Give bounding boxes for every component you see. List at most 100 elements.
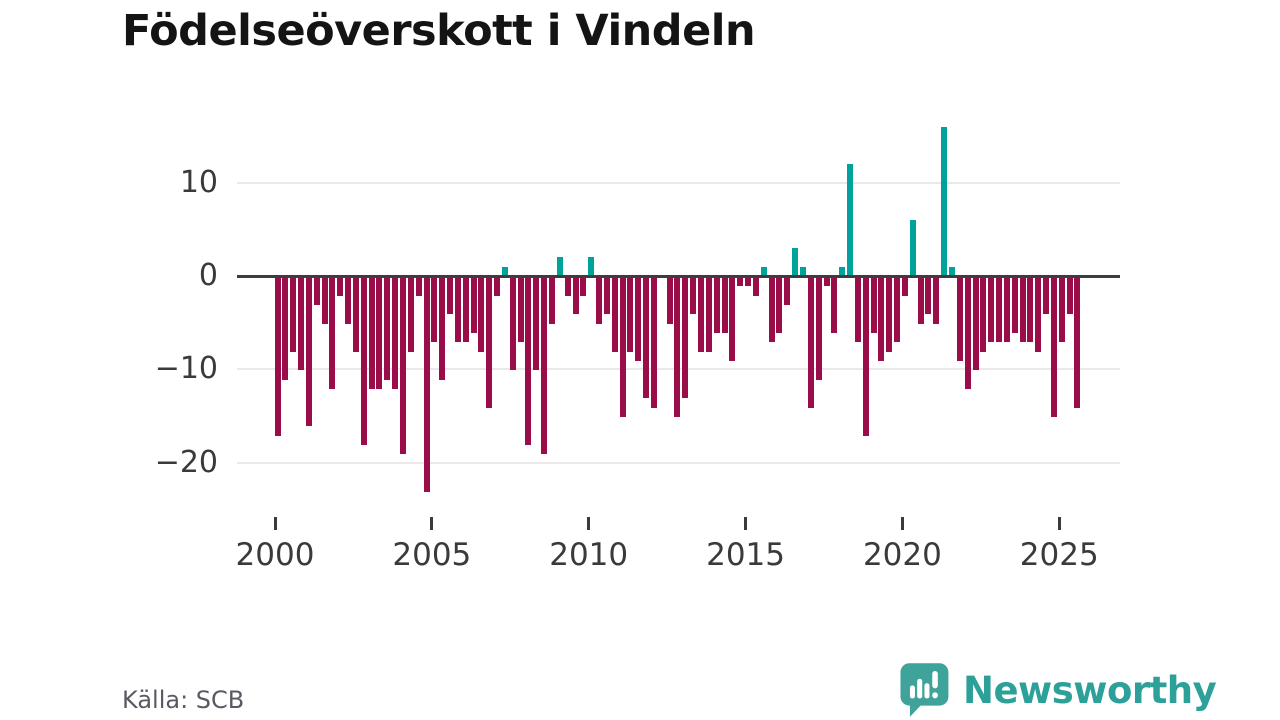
bar-2012Q4 [674, 277, 681, 418]
bar-2018Q2 [847, 163, 854, 276]
bar-2018Q4 [862, 277, 869, 436]
bar-2010Q2 [596, 277, 603, 324]
bar-2009Q1 [556, 257, 563, 276]
bar-2006Q3 [478, 277, 485, 352]
bar-2006Q1 [462, 277, 469, 343]
bar-2016Q1 [776, 277, 783, 334]
bar-2010Q3 [603, 277, 610, 315]
bar-2007Q4 [517, 277, 524, 343]
bar-2002Q1 [337, 277, 344, 296]
bar-2009Q3 [572, 277, 579, 315]
y-tick-label-0: 0 [198, 258, 218, 293]
bar-2004Q4 [423, 277, 430, 492]
bar-2003Q1 [368, 277, 375, 390]
bar-2011Q2 [627, 277, 634, 352]
x-tick-label-2025: 2025 [1019, 537, 1099, 573]
bar-2000Q4 [298, 277, 305, 371]
bar-2011Q4 [643, 277, 650, 399]
bar-2006Q2 [470, 277, 477, 334]
x-tick-2020 [900, 517, 904, 530]
bar-2004Q1 [399, 277, 406, 455]
bar-2015Q3 [760, 266, 767, 276]
bar-2019Q4 [894, 277, 901, 343]
bar-2013Q3 [698, 277, 705, 352]
bar-2019Q1 [870, 277, 877, 334]
bar-2022Q4 [988, 277, 995, 343]
bar-2019Q3 [886, 277, 893, 352]
x-tick-label-2005: 2005 [392, 537, 472, 573]
bar-2009Q4 [580, 277, 587, 296]
bar-2007Q1 [494, 277, 501, 296]
bar-2004Q3 [415, 277, 422, 296]
bar-2003Q2 [376, 277, 383, 390]
bar-2023Q4 [1019, 277, 1026, 343]
bar-2022Q3 [980, 277, 987, 352]
bar-2000Q3 [290, 277, 297, 352]
bar-2014Q3 [729, 277, 736, 362]
bar-2017Q1 [807, 277, 814, 408]
bar-2024Q2 [1035, 277, 1042, 352]
x-tick-label-2010: 2010 [549, 537, 629, 573]
zero-axis-line [237, 275, 1120, 278]
bar-2012Q3 [666, 277, 673, 324]
bar-2001Q2 [313, 277, 320, 306]
bar-2021Q2 [941, 126, 948, 276]
bar-2008Q1 [525, 277, 532, 446]
bar-2002Q3 [352, 277, 359, 352]
bar-2021Q3 [948, 266, 955, 276]
speech-bubble-barchart-icon [900, 663, 949, 717]
bar-2025Q1 [1058, 277, 1065, 343]
bar-2023Q3 [1011, 277, 1018, 334]
bar-2020Q4 [925, 277, 932, 315]
bar-2022Q1 [964, 277, 971, 390]
bar-2005Q2 [439, 277, 446, 380]
bar-2025Q3 [1074, 277, 1081, 408]
bar-2011Q1 [619, 277, 626, 418]
bar-2024Q4 [1050, 277, 1057, 418]
bar-2021Q1 [933, 277, 940, 324]
source-note: Källa: SCB [122, 686, 245, 714]
x-tick-2010 [587, 517, 591, 530]
x-tick-label-2000: 2000 [235, 537, 315, 573]
chart-title: Födelseöverskott i Vindeln [122, 6, 756, 56]
bar-2002Q4 [360, 277, 367, 446]
y-tick-label--10: −10 [154, 351, 218, 387]
bar-2015Q4 [768, 277, 775, 343]
x-tick-label-2015: 2015 [706, 537, 785, 573]
bar-2004Q2 [407, 277, 414, 352]
bar-2017Q3 [823, 277, 830, 287]
bar-2003Q3 [384, 277, 391, 380]
x-axis: 2000 2005 2010 2015 2020 2025 [236, 515, 1120, 585]
bar-2021Q4 [956, 277, 963, 362]
y-tick-label--20: −20 [154, 444, 218, 480]
bar-2020Q2 [909, 219, 916, 276]
bar-2001Q4 [329, 277, 336, 390]
bar-2014Q2 [721, 277, 728, 334]
bar-2024Q3 [1043, 277, 1050, 315]
x-tick-2000 [273, 517, 277, 530]
bar-2014Q4 [737, 277, 744, 287]
bar-2015Q2 [752, 277, 759, 296]
bar-2005Q3 [447, 277, 454, 315]
bar-2017Q2 [815, 277, 822, 380]
bar-2017Q4 [831, 277, 838, 334]
bar-2012Q1 [650, 277, 657, 408]
bar-2018Q1 [839, 266, 846, 276]
bar-2019Q2 [878, 277, 885, 362]
bar-2001Q3 [321, 277, 328, 324]
bar-2013Q4 [705, 277, 712, 352]
plot-area [237, 120, 1120, 515]
bar-2018Q3 [854, 277, 861, 343]
bar-2000Q1 [274, 277, 281, 436]
bar-2020Q1 [901, 277, 908, 296]
x-tick-label-2020: 2020 [862, 537, 942, 573]
gridline-y-20 [237, 461, 1120, 464]
bar-2020Q3 [917, 277, 924, 324]
bar-2023Q1 [996, 277, 1003, 343]
bar-2005Q1 [431, 277, 438, 343]
bar-2009Q2 [564, 277, 571, 296]
bar-2025Q2 [1066, 277, 1073, 315]
bar-2013Q1 [682, 277, 689, 399]
newsworthy-logo: Newsworthy [897, 661, 1217, 719]
